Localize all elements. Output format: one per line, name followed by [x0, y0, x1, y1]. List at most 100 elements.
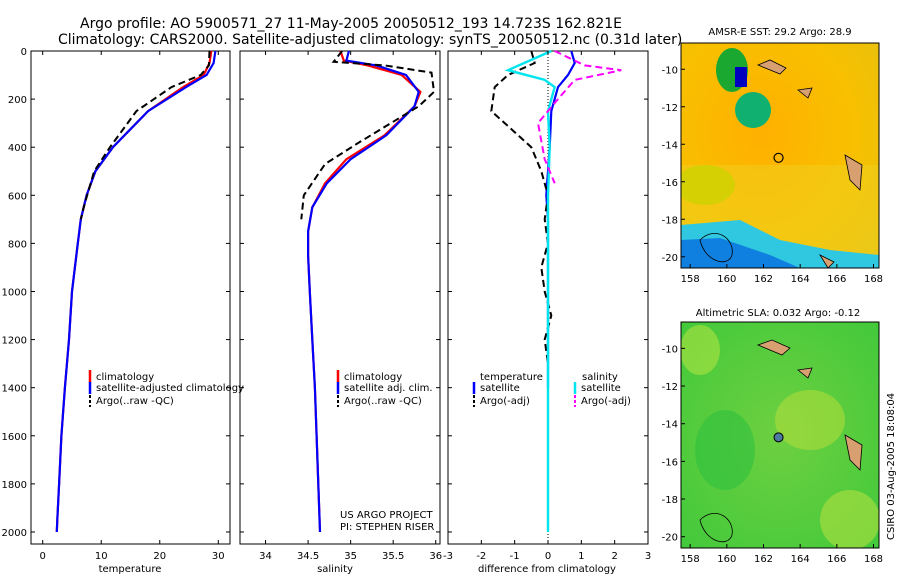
x-tick-label: 30: [212, 551, 225, 562]
legend-label-sal-satellite: satellite: [581, 383, 621, 394]
x-tick-label: 20: [153, 551, 166, 562]
x-tick-label: 1: [578, 551, 584, 562]
map-lat-label: -20: [662, 253, 678, 264]
map-lon-label: 162: [754, 554, 773, 565]
legend-header-temperature: temperature: [480, 372, 543, 383]
pi-credit: PI: STEPHEN RISER: [340, 522, 434, 533]
map-lon-label: 166: [827, 554, 846, 565]
x-tick-label: -3: [443, 551, 453, 562]
depth-tick-label: 1400: [2, 384, 27, 395]
salinity-panel: [239, 50, 441, 545]
map-lon-label: 162: [754, 274, 773, 285]
x-tick-label: 35: [344, 551, 357, 562]
legend-label-climatology: climatology: [96, 372, 154, 383]
legend-label-satellite: satellite adj. clim.: [344, 383, 433, 394]
sla-map-image: [681, 322, 879, 548]
legend-label-climatology: climatology: [344, 372, 402, 383]
map-lat-label: -14: [662, 420, 678, 431]
salinity-axis-label: salinity: [317, 564, 353, 575]
temperature-axis-label: temperature: [99, 564, 162, 575]
sla-float-marker: [773, 432, 784, 443]
difference-series: [490, 49, 622, 532]
salinity-series: [300, 50, 436, 533]
sst-float-marker: [773, 152, 784, 163]
map-lon-label: 160: [717, 554, 736, 565]
diff-temperature-argo-line: [490, 50, 553, 364]
x-tick-label: 34.5: [297, 551, 319, 562]
depth-tick-label: 1000: [2, 287, 27, 298]
temperature-axis-ticks: 0 10 20 30: [40, 51, 225, 562]
diff-salinity-satellite-line: [504, 49, 557, 532]
map-lat-label: -12: [662, 382, 678, 393]
difference-legend: temperature satellite Argo(-adj) salinit…: [472, 372, 631, 407]
x-tick-label: -2: [476, 551, 486, 562]
depth-axis-labels: 0 200 400 600 800 1000 1200 1400 1600 1800 2000: [2, 47, 648, 539]
map-lat-label: -18: [662, 215, 678, 226]
sst-map-image: [681, 43, 879, 268]
x-tick-label: 35.5: [382, 551, 404, 562]
sst-map-frame: [680, 42, 880, 269]
map-lat-label: -16: [662, 457, 678, 468]
x-tick-label: -1: [510, 551, 520, 562]
map-lon-label: 166: [827, 274, 846, 285]
map-lon-label: 168: [864, 554, 883, 565]
map-lat-label: -10: [662, 65, 678, 76]
legend-label-satellite: satellite-adjusted climatology: [96, 383, 244, 394]
depth-tick-label: 1600: [2, 432, 27, 443]
temperature-satellite-line: [55, 50, 217, 533]
map-lon-label: 164: [791, 274, 810, 285]
map-lat-label: -20: [662, 533, 678, 544]
depth-tick-label: 1800: [2, 480, 27, 491]
figure-title-line2: Climatology: CARS2000. Satellite-adjuste…: [58, 32, 682, 48]
timestamp-label: CSIRO 03-Aug-2005 18:08:04: [886, 393, 897, 540]
temperature-climatology-line: [55, 50, 213, 533]
legend-label-argo: Argo(..raw -QC): [96, 396, 174, 407]
salinity-argo-line: [300, 50, 436, 220]
map-lon-label: 158: [681, 274, 700, 285]
temperature-legend: climatology satellite-adjusted climatolo…: [88, 370, 244, 407]
x-tick-label: 0: [40, 551, 46, 562]
salinity-satellite-line: [307, 50, 420, 533]
legend-label-temp-argo: Argo(-adj): [480, 396, 530, 407]
map-lat-label: -12: [662, 103, 678, 114]
legend-header-salinity: salinity: [582, 372, 618, 383]
map-lon-label: 168: [864, 274, 883, 285]
difference-axis-ticks: -3 -2 -1 0 1 2 3: [443, 51, 651, 562]
sla-map-axes: 158 160 162 164 166 168 -10 -12 -14 -16 -18 -20: [662, 344, 883, 565]
map-lon-label: 158: [681, 554, 700, 565]
salinity-legend: climatology satellite adj. clim. Argo(..…: [336, 370, 433, 407]
map-lat-label: -14: [662, 140, 678, 151]
depth-tick-label: 200: [8, 95, 27, 106]
salinity-climatology-line: [307, 50, 422, 533]
sla-map-title: Altimetric SLA: 0.032 Argo: -0.12: [696, 308, 861, 319]
legend-label-temp-satellite: satellite: [480, 383, 520, 394]
sla-map-frame: [680, 321, 880, 549]
sst-map-title: AMSR-E SST: 29.2 Argo: 28.9: [708, 27, 851, 38]
temperature-argo-line: [79, 50, 211, 220]
depth-tick-label: 1200: [2, 336, 27, 347]
diff-salinity-argo-line: [536, 50, 622, 184]
x-tick-label: 0: [545, 551, 551, 562]
x-tick-label: 10: [95, 551, 108, 562]
salinity-axis-ticks: 34 34.5 35 35.5 36: [259, 51, 442, 562]
figure-title-line1: Argo profile: AO 5900571_27 11-May-2005 …: [80, 16, 622, 32]
difference-axis-label: difference from climatology: [478, 564, 616, 575]
legend-label-sal-argo: Argo(-adj): [581, 396, 631, 407]
depth-tick-label: 2000: [2, 528, 27, 539]
depth-tick-label: 400: [8, 143, 27, 154]
map-lon-label: 164: [791, 554, 810, 565]
depth-tick-label: 600: [8, 191, 27, 202]
map-lat-label: -10: [662, 344, 678, 355]
map-lat-label: -18: [662, 495, 678, 506]
map-lat-label: -16: [662, 178, 678, 189]
legend-label-argo: Argo(..raw -QC): [344, 396, 422, 407]
x-tick-label: 34: [259, 551, 272, 562]
x-tick-label: 2: [611, 551, 617, 562]
map-lon-label: 160: [717, 274, 736, 285]
project-credit: US ARGO PROJECT: [340, 510, 434, 521]
x-tick-label: 36: [429, 551, 442, 562]
sst-map-axes: 158 160 162 164 166 168 -10 -12 -14 -16 -18 -20: [662, 65, 883, 285]
depth-tick-label: 0: [21, 47, 27, 58]
x-tick-label: 3: [645, 551, 651, 562]
